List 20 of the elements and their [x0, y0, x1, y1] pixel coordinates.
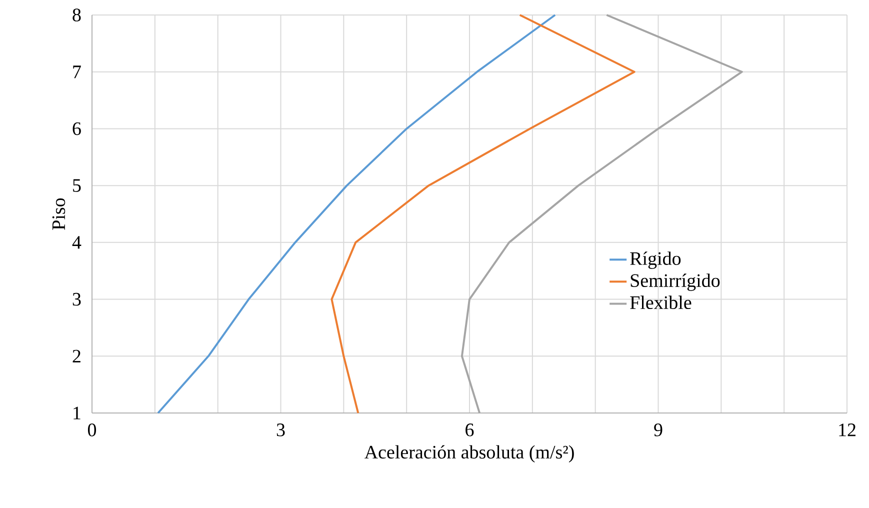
x-tick-label: 6: [466, 424, 474, 436]
y-axis-title: Piso: [52, 198, 66, 230]
y-tick-label: 3: [72, 292, 81, 306]
legend-label: Semirrígido: [630, 274, 720, 291]
y-tick-label: 4: [72, 236, 82, 249]
legend-label: Flexible: [630, 296, 692, 310]
legend-label: Rígido: [630, 252, 681, 269]
y-tick-label: 6: [72, 122, 81, 136]
x-tick-label: 0: [88, 424, 96, 436]
line-series: [157, 14, 556, 414]
y-tick-label: 1: [74, 406, 80, 420]
x-tick-label: 9: [654, 424, 662, 436]
y-tick-label: 5: [73, 179, 81, 192]
y-tick-label: 2: [72, 350, 80, 362]
x-tick-label: 3: [276, 424, 285, 436]
x-axis-title: Aceleración absoluta (m/s²): [364, 445, 574, 462]
y-tick-label: 7: [73, 66, 81, 78]
y-tick-label: 8: [72, 8, 81, 22]
line-series: [460, 14, 743, 414]
x-tick-label: 12: [839, 424, 856, 436]
